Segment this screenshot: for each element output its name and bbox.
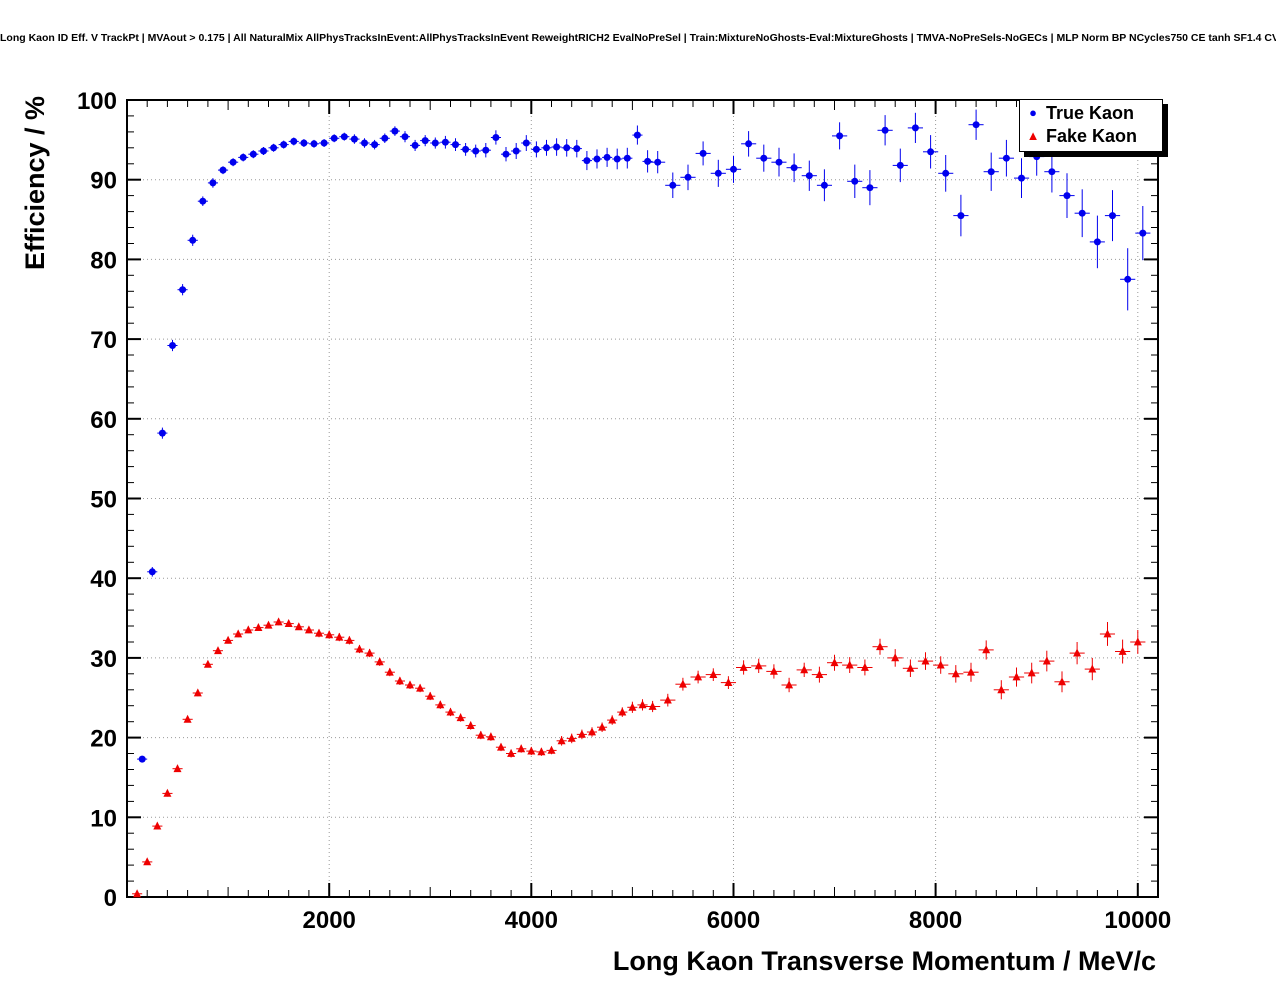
y-tick-label: 20 [90,726,117,753]
plot-title: Long Kaon ID Eff. V TrackPt | MVAout > 0… [0,32,1276,44]
y-tick-label: 80 [90,247,117,274]
legend-label-true-kaon: True Kaon [1046,103,1135,123]
y-tick-label: 50 [90,487,117,514]
y-tick-label: 10 [90,805,117,832]
fake-kaon-triangle-marker-icon: ▲ [1026,128,1040,143]
y-tick-label: 40 [90,566,117,593]
legend-entry-true-kaon: ● True Kaon [1026,102,1158,124]
legend: ● True Kaon ▲ Fake Kaon [1019,99,1163,152]
x-tick-label: 10000 [1104,907,1171,934]
legend-entry-fake-kaon: ▲ Fake Kaon [1026,125,1158,147]
y-tick-label: 0 [104,885,117,912]
x-tick-label: 8000 [909,907,962,934]
x-tick-label: 2000 [303,907,356,934]
series-true-kaon [137,109,1151,763]
legend-label-fake-kaon: Fake Kaon [1046,126,1138,146]
y-tick-label: 70 [90,327,117,354]
x-axis-title: Long Kaon Transverse Momentum / MeV/c [612,946,1156,976]
x-tick-label: 6000 [707,907,760,934]
true-kaon-circle-marker-icon: ● [1029,105,1037,120]
y-tick-label: 60 [90,407,117,434]
y-tick-label: 100 [77,88,117,115]
y-tick-label: 90 [90,168,117,195]
plot-frame [126,99,1159,898]
series-fake-kaon [132,617,1146,898]
x-tick-label: 4000 [505,907,558,934]
y-tick-label: 30 [90,646,117,673]
